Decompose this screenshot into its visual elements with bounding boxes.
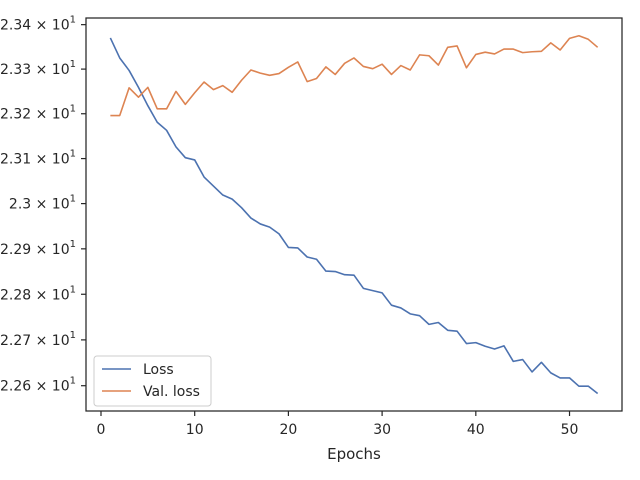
x-tick-label: 20 [279, 422, 297, 438]
x-axis-ticks: 0 10 20 30 40 50 [97, 411, 579, 438]
y-tick-label: 2.3 × 101 [9, 194, 76, 213]
series-line-0 [109, 37, 599, 395]
legend-label-val-loss: Val. loss [143, 384, 200, 400]
y-tick-label: 2.34 × 101 [0, 15, 76, 34]
plot-background [86, 18, 622, 411]
x-axis-label: Epochs [327, 445, 381, 463]
y-tick-label: 2.33 × 101 [0, 59, 76, 78]
y-tick-label: 2.29 × 101 [0, 239, 76, 258]
y-tick-label: 2.32 × 101 [0, 104, 76, 123]
series-lines [109, 34, 599, 395]
x-tick-label: 0 [97, 422, 106, 438]
y-tick-label: 2.31 × 101 [0, 149, 76, 168]
x-tick-label: 10 [186, 422, 204, 438]
y-tick-label: 2.28 × 101 [0, 284, 76, 303]
x-tick-label: 30 [373, 422, 391, 438]
y-tick-label: 2.27 × 101 [0, 330, 76, 349]
y-axis-ticks: 2.26 × 101 2.27 × 101 2.28 × 101 2.29 × 101… [0, 15, 86, 395]
x-tick-label: 40 [467, 422, 485, 438]
series-line-1 [110, 34, 599, 117]
plot-frame [85, 17, 623, 412]
legend: Loss Val. loss [93, 355, 212, 407]
legend-label-loss: Loss [143, 362, 174, 378]
y-tick-label: 2.26 × 101 [0, 376, 76, 395]
x-tick-label: 50 [561, 422, 579, 438]
